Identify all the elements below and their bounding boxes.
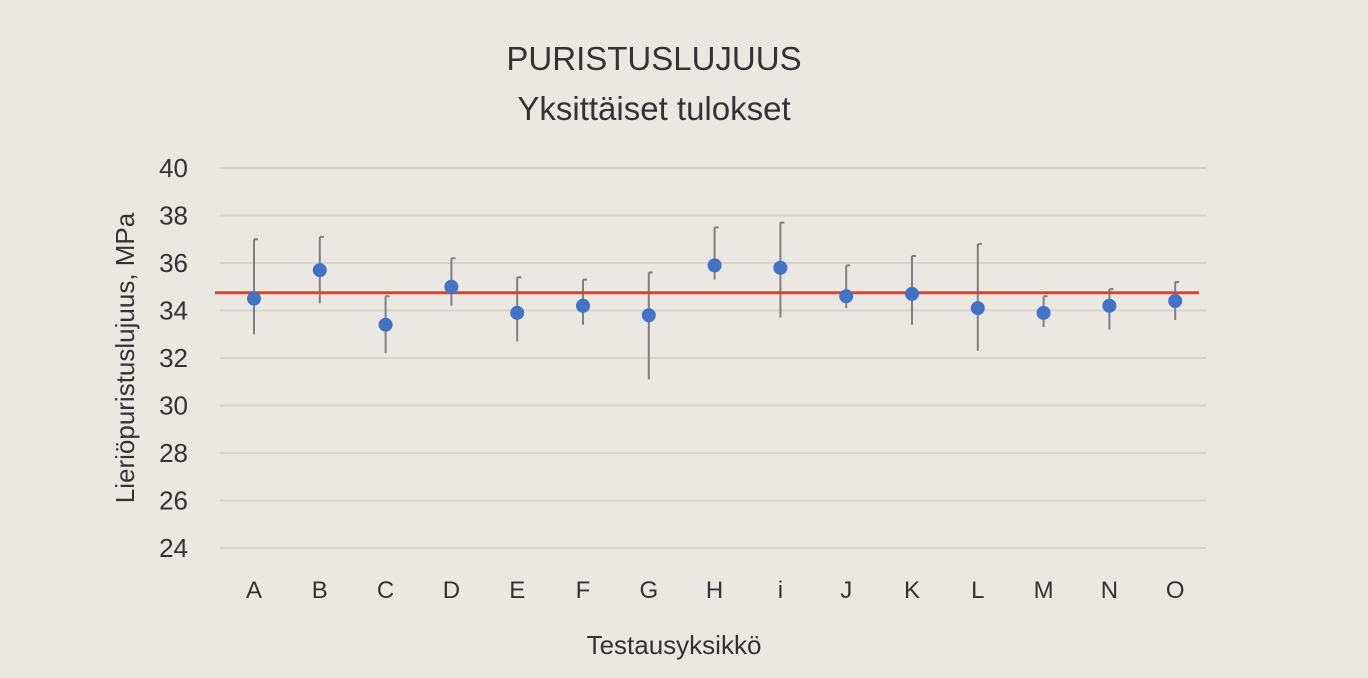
x-tick-label: N: [1101, 577, 1118, 604]
x-tick-label: H: [706, 577, 723, 604]
y-tick-label: 36: [159, 248, 188, 278]
data-point: [905, 286, 919, 301]
y-tick-label: 24: [159, 533, 188, 563]
error-bars: [253, 221, 1180, 380]
data-point: [773, 260, 788, 275]
y-tick-label: 38: [159, 201, 188, 231]
x-tick-label: D: [443, 577, 460, 604]
x-tick-label: E: [509, 577, 525, 604]
x-tick-label: i: [778, 577, 783, 604]
data-point: [312, 263, 327, 278]
y-tick-label: 26: [159, 486, 188, 516]
data-point: [1168, 294, 1183, 308]
x-axis-label: Testausyksikkö: [587, 630, 762, 660]
gridlines: [220, 167, 1206, 549]
y-tick-label: 30: [159, 391, 188, 421]
chart-title: PURISTUSLUJUUS: [506, 40, 801, 77]
x-tick-label: B: [312, 577, 328, 604]
x-tick-label: K: [904, 577, 920, 604]
data-point: [510, 305, 525, 320]
y-tick-label: 40: [159, 153, 188, 183]
x-tick-label: F: [576, 577, 591, 604]
x-tick-label: C: [377, 577, 394, 604]
x-tick-label: L: [971, 577, 984, 604]
y-tick-label: 28: [159, 438, 188, 468]
x-tick-label: J: [840, 577, 852, 604]
x-tick-label: O: [1166, 577, 1185, 604]
y-axis-label: Lieriöpuristuslujuus, MPa: [110, 212, 140, 503]
data-point: [839, 289, 854, 304]
data-point: [444, 279, 459, 294]
y-axis-ticks: 24 26 28 30 32 34 36 38 40: [159, 153, 188, 563]
data-point: [707, 258, 722, 273]
data-points: [247, 258, 1183, 332]
x-tick-label: A: [246, 577, 262, 604]
data-point: [247, 291, 261, 306]
chart-subtitle: Yksittäiset tulokset: [517, 90, 790, 127]
data-point: [378, 317, 393, 332]
x-tick-label: G: [639, 577, 658, 604]
x-tick-label: M: [1034, 577, 1054, 604]
y-tick-label: 34: [159, 296, 188, 326]
data-point: [1036, 305, 1051, 320]
data-point: [1102, 298, 1117, 313]
y-tick-label: 32: [159, 343, 188, 373]
data-point: [641, 308, 656, 323]
data-point: [576, 298, 590, 313]
data-point: [970, 301, 985, 316]
